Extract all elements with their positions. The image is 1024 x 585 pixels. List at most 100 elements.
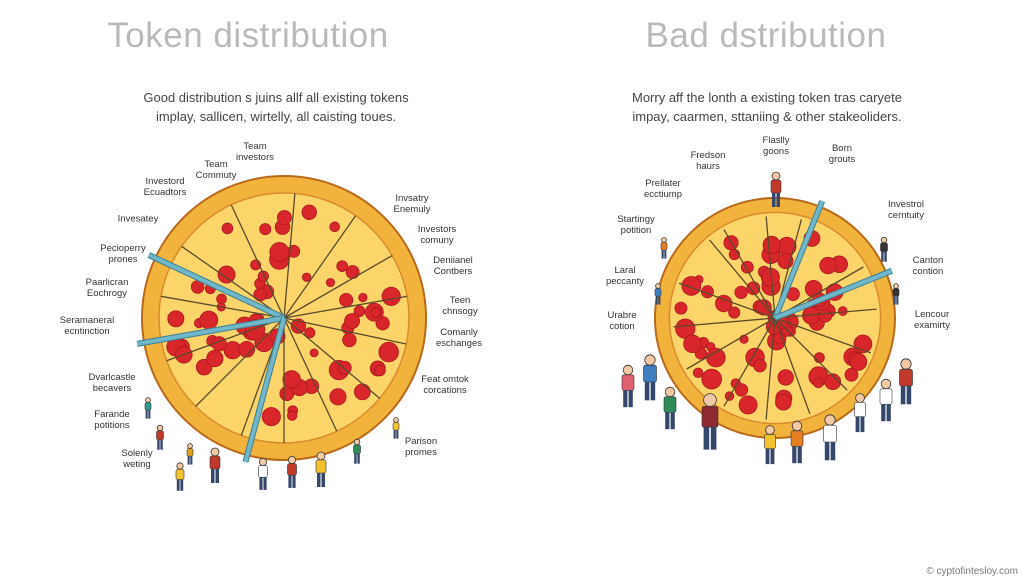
label-line: prones bbox=[108, 254, 138, 265]
left-subtitle-line: Good distribution s juins allf all exist… bbox=[143, 90, 409, 105]
person-leg bbox=[160, 439, 163, 450]
right-pizza-label: Laral peccanty bbox=[606, 265, 644, 287]
left-pizza-label: Team investors bbox=[236, 141, 274, 163]
label-line: Comanly bbox=[440, 327, 478, 338]
left-pizza-label: Investord Ecuadtors bbox=[144, 176, 187, 198]
pepperoni bbox=[728, 306, 741, 319]
left-pizza-label: Deniianel Contbers bbox=[433, 255, 473, 277]
person-leg bbox=[661, 250, 664, 259]
pepperoni bbox=[819, 256, 837, 275]
right-title: Bad dstribution bbox=[645, 16, 887, 55]
label-line: Commuty bbox=[195, 170, 237, 181]
left-pizza-label: Solenly weting bbox=[121, 448, 152, 470]
label-line: Investord bbox=[145, 176, 185, 187]
person-leg bbox=[292, 475, 296, 488]
slice-cut bbox=[708, 239, 776, 319]
slice-cut bbox=[283, 317, 407, 345]
people-group bbox=[144, 171, 913, 491]
left-pizza-label: Teen chnsogy bbox=[442, 295, 477, 317]
slice-cut bbox=[723, 229, 776, 319]
person-body bbox=[660, 242, 668, 251]
pepperoni bbox=[674, 301, 688, 315]
person-leg bbox=[881, 251, 884, 262]
label-line: weting bbox=[123, 459, 151, 470]
person-leg bbox=[211, 469, 215, 483]
person-head bbox=[880, 236, 888, 244]
pepperoni bbox=[325, 278, 335, 288]
label-line: becavers bbox=[92, 383, 132, 394]
label-line: Pecioperry bbox=[100, 243, 146, 254]
person-body bbox=[315, 459, 327, 474]
person-leg bbox=[321, 473, 325, 487]
left-pizza-label: Parison promes bbox=[405, 436, 437, 458]
person-head bbox=[187, 443, 193, 449]
good-distribution-pizza bbox=[136, 175, 427, 463]
label-line: Ecuadtors bbox=[143, 187, 187, 198]
slice-cut bbox=[774, 317, 811, 415]
pepperoni bbox=[755, 299, 772, 316]
slice-cut bbox=[283, 254, 393, 319]
person-leg bbox=[145, 410, 148, 419]
person-leg bbox=[393, 430, 396, 439]
person-body bbox=[156, 430, 164, 441]
pepperoni bbox=[354, 383, 371, 401]
left-pizza-label: Seramaneral ecntinction bbox=[60, 315, 114, 337]
person-leg bbox=[658, 296, 661, 305]
pepperoni bbox=[339, 292, 354, 308]
person-head bbox=[287, 455, 296, 464]
person-body bbox=[186, 448, 194, 457]
person-leg bbox=[655, 296, 658, 305]
person-leg bbox=[797, 446, 802, 464]
label-line: Farande bbox=[94, 409, 130, 420]
pepperoni bbox=[777, 369, 794, 386]
label-line: goons bbox=[763, 146, 789, 157]
pepperoni bbox=[701, 368, 722, 390]
pepperoni bbox=[681, 276, 702, 296]
person-leg bbox=[776, 193, 780, 207]
person-head bbox=[824, 414, 836, 426]
person-body bbox=[287, 463, 297, 476]
pepperoni bbox=[253, 287, 268, 302]
person-body bbox=[663, 396, 677, 413]
pepperoni bbox=[336, 260, 348, 272]
person-body bbox=[353, 444, 361, 455]
person-head bbox=[703, 393, 717, 407]
person-body bbox=[643, 364, 657, 383]
left-pizza-label: Team Commuty bbox=[196, 159, 237, 181]
person-head bbox=[353, 438, 361, 446]
person-leg bbox=[772, 193, 776, 207]
knife-icon bbox=[148, 253, 285, 320]
person-body bbox=[701, 406, 719, 428]
pepperoni bbox=[738, 395, 758, 415]
label-line: comuny bbox=[420, 235, 454, 246]
pepperoni bbox=[167, 310, 185, 328]
person-head bbox=[622, 364, 634, 376]
label-line: Invesatey bbox=[117, 213, 159, 225]
pepperoni bbox=[206, 349, 224, 368]
person-leg bbox=[884, 251, 887, 262]
person-leg bbox=[824, 442, 830, 461]
person-body bbox=[880, 242, 888, 253]
slice-cut bbox=[195, 317, 285, 407]
pepperoni bbox=[358, 292, 368, 303]
pepperoni bbox=[309, 348, 319, 358]
pepperoni bbox=[304, 327, 316, 339]
pepperoni bbox=[378, 341, 399, 363]
pepperoni bbox=[344, 313, 360, 329]
person-leg bbox=[396, 430, 399, 439]
person-leg bbox=[770, 448, 775, 465]
slice-cut bbox=[774, 317, 848, 391]
left-pizza-label: Invesatey bbox=[118, 214, 159, 225]
person-head bbox=[893, 283, 899, 289]
slice-cut bbox=[283, 317, 381, 399]
slice-cut bbox=[765, 216, 776, 319]
right-pizza-label: Born grouts bbox=[829, 143, 855, 165]
left-pizza-label: Invsatry Enemuly bbox=[394, 193, 431, 215]
slice-cut bbox=[723, 317, 776, 407]
person-leg bbox=[259, 477, 263, 490]
pepperoni bbox=[353, 305, 366, 317]
left-pizza-label: Comanly eschanges bbox=[436, 327, 482, 349]
slice-cut bbox=[166, 317, 285, 362]
left-pizza-label: Feat omtok corcations bbox=[421, 374, 469, 396]
label-line: Team bbox=[204, 159, 228, 170]
